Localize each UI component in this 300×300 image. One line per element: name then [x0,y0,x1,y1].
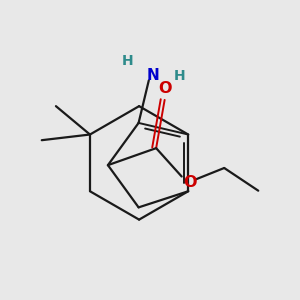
Text: N: N [147,68,160,83]
Text: O: O [183,175,197,190]
Text: H: H [174,69,186,83]
Text: O: O [158,81,171,96]
Text: H: H [122,53,133,68]
